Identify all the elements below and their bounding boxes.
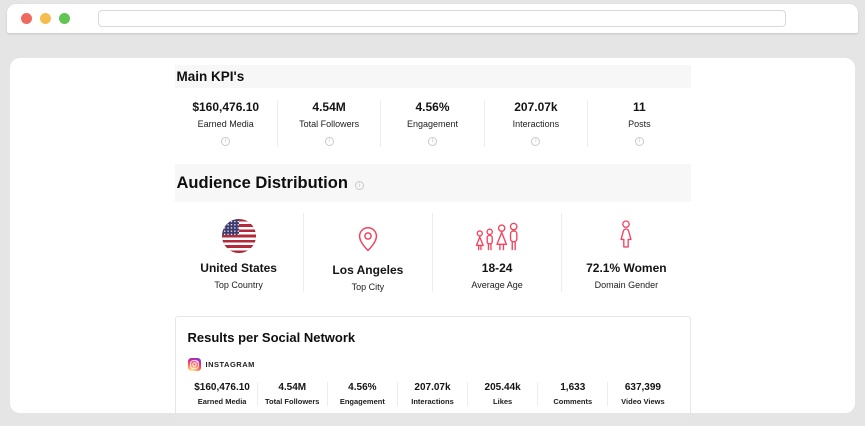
close-window-button[interactable]	[21, 13, 32, 24]
minimize-window-button[interactable]	[40, 13, 51, 24]
results-section: Results per Social Network	[174, 316, 691, 420]
metric-value: 4.54M	[278, 382, 307, 393]
kpi-earned-media: $160,476.10 Earned Media	[175, 100, 278, 147]
audience-section: Audience Distribution United States Top …	[174, 164, 691, 302]
metric-label: Comments	[553, 397, 593, 406]
main-kpis-title: Main KPI's	[176, 69, 245, 84]
metric-label: Engagement	[339, 397, 385, 406]
kpi-label: Posts	[628, 119, 651, 129]
metric-value: 1,633	[560, 382, 586, 393]
us-flag-icon	[221, 219, 256, 253]
metric-value: 205.44k	[484, 382, 521, 393]
kpi-label: Total Followers	[299, 119, 360, 129]
age-group-icon	[475, 222, 518, 251]
dashboard-page: Main KPI's $160,476.10 Earned Media 4.54…	[10, 58, 855, 420]
audience-label: Top City	[351, 282, 385, 292]
kpi-label: Earned Media	[197, 119, 254, 129]
audience-top-country: United States Top Country	[175, 213, 304, 292]
info-icon[interactable]	[428, 136, 438, 146]
network-label: INSTAGRAM	[205, 360, 255, 369]
audience-label: Top Country	[214, 280, 263, 290]
audience-domain-gender: 72.1% Women Domain Gender	[562, 213, 690, 292]
audience-row: United States Top Country Los Angeles To…	[175, 202, 691, 302]
results-title: Results per Social Network	[187, 330, 356, 345]
female-icon	[620, 220, 632, 248]
browser-chrome	[7, 4, 858, 33]
kpi-posts: 11 Posts	[588, 100, 690, 147]
kpi-row: $160,476.10 Earned Media 4.54M Total Fol…	[175, 88, 691, 157]
content-column: Main KPI's $160,476.10 Earned Media 4.54…	[174, 58, 691, 420]
audience-value: 18-24	[481, 261, 513, 275]
metric-label: Total Followers	[264, 397, 320, 406]
instagram-icon	[187, 358, 201, 371]
info-icon[interactable]	[324, 136, 334, 146]
audience-label: Average Age	[471, 280, 523, 290]
metric-value: 207.07k	[414, 382, 451, 393]
kpi-engagement: 4.56% Engagement	[381, 100, 485, 147]
main-kpis-header: Main KPI's	[174, 65, 691, 88]
kpi-value: $160,476.10	[192, 100, 260, 114]
metric-label: Video Views	[621, 397, 665, 406]
kpi-value: 207.07k	[514, 100, 558, 114]
kpi-value: 4.54M	[312, 100, 346, 114]
kpi-value: 4.56%	[415, 100, 450, 114]
metrics-row: $160,476.10 Earned Media 4.54M Total Fol…	[188, 371, 678, 419]
metric-total-followers: 4.54M Total Followers	[258, 382, 328, 406]
network-row: INSTAGRAM	[187, 358, 678, 371]
metric-interactions: 207.07k Interactions	[398, 382, 469, 406]
metric-earned-media: $160,476.10 Earned Media	[188, 382, 258, 406]
audience-top-city: Los Angeles Top City	[304, 213, 433, 292]
location-pin-icon	[358, 227, 378, 252]
metric-likes: 205.44k Likes	[468, 382, 539, 406]
address-bar[interactable]	[98, 10, 786, 27]
metric-video-views: 637,399 Video Views	[608, 382, 677, 406]
kpi-label: Interactions	[512, 119, 560, 129]
audience-average-age: 18-24 Average Age	[433, 213, 563, 292]
kpi-total-followers: 4.54M Total Followers	[278, 100, 382, 147]
metric-value: 637,399	[624, 382, 661, 393]
kpi-interactions: 207.07k Interactions	[485, 100, 589, 147]
metric-label: Earned Media	[197, 397, 247, 406]
audience-title: Audience Distribution	[176, 173, 348, 192]
info-icon[interactable]	[354, 181, 364, 190]
audience-value: 72.1% Women	[586, 261, 667, 275]
metric-comments: 1,633 Comments	[538, 382, 609, 406]
metric-engagement: 4.56% Engagement	[328, 382, 398, 406]
info-icon[interactable]	[221, 136, 231, 146]
audience-value: United States	[200, 261, 277, 275]
zoom-window-button[interactable]	[59, 13, 70, 24]
audience-value: Los Angeles	[332, 263, 404, 277]
metric-value: 4.56%	[348, 382, 377, 393]
metric-label: Interactions	[411, 397, 454, 406]
info-icon[interactable]	[634, 136, 644, 146]
main-kpis-section: Main KPI's $160,476.10 Earned Media 4.54…	[174, 65, 691, 157]
audience-label: Domain Gender	[594, 280, 659, 290]
kpi-label: Engagement	[406, 119, 459, 129]
audience-header: Audience Distribution	[174, 164, 691, 202]
kpi-value: 11	[632, 100, 646, 114]
metric-value: $160,476.10	[194, 382, 250, 393]
info-icon[interactable]	[531, 136, 541, 146]
metric-label: Likes	[493, 397, 513, 406]
